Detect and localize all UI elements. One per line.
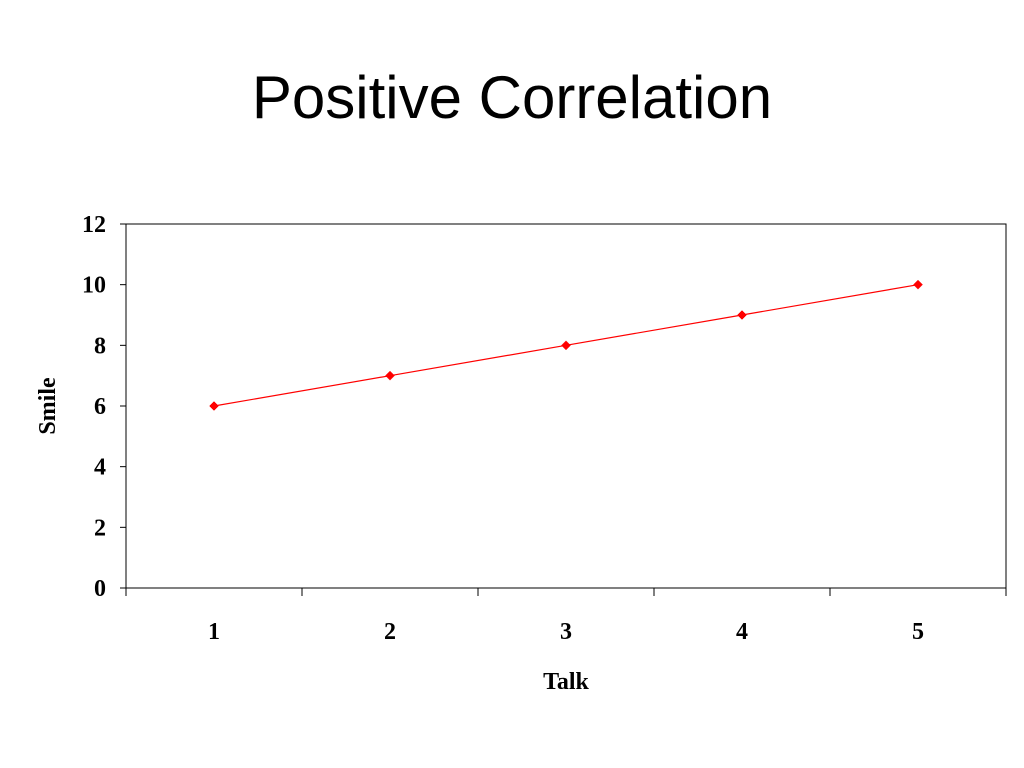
y-tick-label: 6 (94, 394, 106, 420)
data-point-marker (385, 370, 395, 381)
x-axis: 1 2 3 4 5 (125, 588, 1007, 645)
x-tick-label: 4 (736, 619, 748, 645)
y-tick-label: 0 (94, 576, 106, 602)
y-tick-label: 4 (94, 455, 106, 481)
plot-area (125, 223, 1007, 589)
data-point-marker (561, 340, 571, 351)
data-point-marker (913, 279, 923, 290)
y-axis: 0 2 4 6 8 10 12 (82, 212, 126, 602)
x-tick-label: 1 (208, 619, 220, 645)
x-tick-label: 2 (384, 619, 396, 645)
y-axis-label: Smile (35, 377, 61, 435)
slide-title: Positive Correlation (251, 64, 773, 131)
y-tick-label: 12 (82, 212, 106, 238)
y-tick-label: 2 (94, 515, 106, 541)
x-tick-label: 3 (560, 619, 572, 645)
data-point-marker (737, 310, 747, 320)
y-tick-label: 10 (82, 273, 106, 299)
x-tick-label: 5 (912, 619, 924, 645)
x-axis-label: Talk (543, 669, 589, 695)
data-point-marker (209, 401, 219, 411)
series-layer (209, 279, 923, 411)
y-tick-label: 8 (94, 333, 106, 359)
